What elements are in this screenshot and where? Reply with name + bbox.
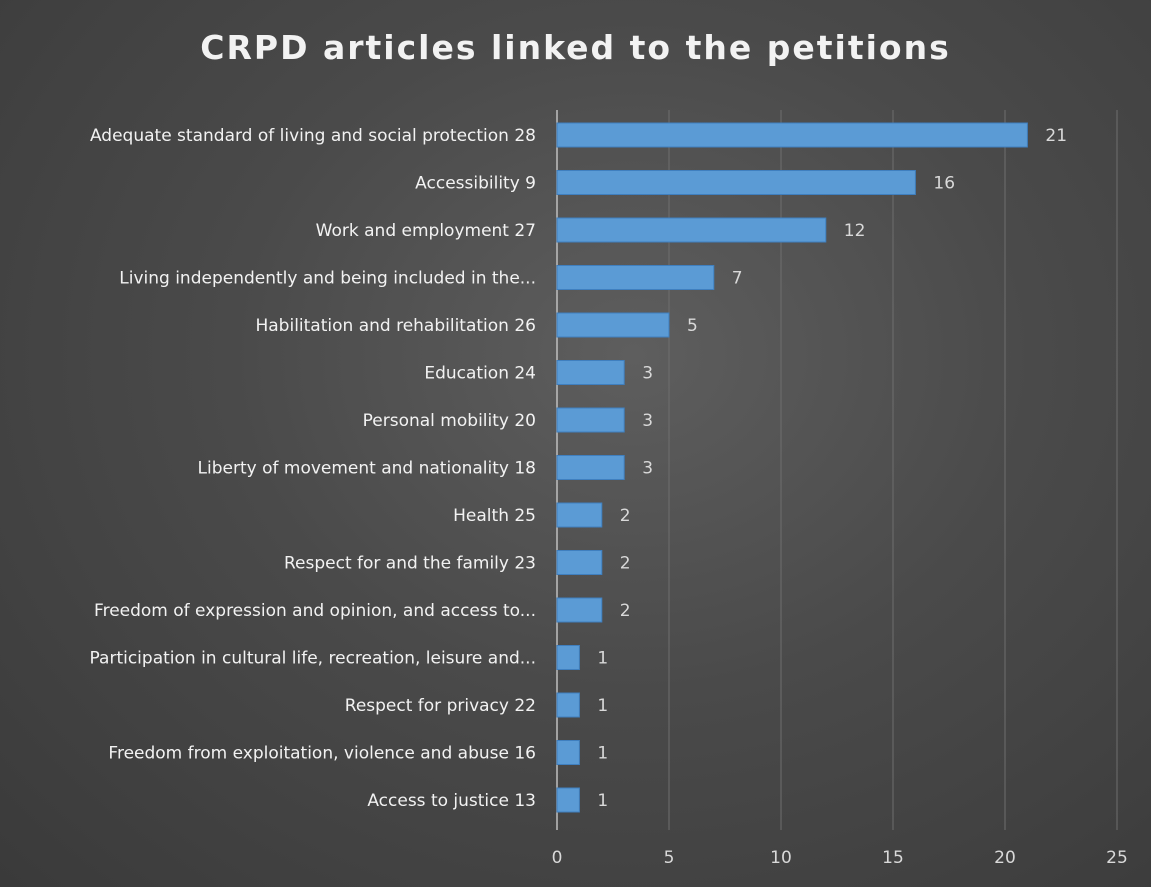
x-tick-label: 0 bbox=[552, 848, 563, 868]
bar bbox=[556, 787, 580, 813]
bar bbox=[556, 597, 603, 623]
data-label: 2 bbox=[620, 506, 631, 526]
data-label: 1 bbox=[597, 696, 608, 716]
data-label: 2 bbox=[620, 601, 631, 621]
bars bbox=[556, 122, 1028, 813]
category-label: Freedom of expression and opinion, and a… bbox=[94, 601, 536, 621]
data-label: 7 bbox=[732, 269, 743, 289]
category-label: Living independently and being included … bbox=[119, 269, 536, 289]
category-label: Liberty of movement and nationality 18 bbox=[198, 459, 536, 479]
data-label: 5 bbox=[687, 316, 698, 336]
bar bbox=[556, 407, 625, 433]
x-tick-label: 5 bbox=[664, 848, 675, 868]
bar bbox=[556, 550, 603, 575]
category-label: Access to justice 13 bbox=[367, 791, 536, 811]
data-label: 2 bbox=[620, 554, 631, 574]
bar bbox=[556, 265, 715, 290]
category-label: Freedom from exploitation, violence and … bbox=[108, 744, 536, 764]
category-label: Adequate standard of living and social p… bbox=[90, 126, 536, 146]
data-label: 3 bbox=[642, 459, 653, 479]
data-label: 1 bbox=[597, 649, 608, 669]
category-label: Work and employment 27 bbox=[316, 221, 536, 241]
data-label: 3 bbox=[642, 411, 653, 431]
data-label: 12 bbox=[844, 221, 866, 241]
bar bbox=[556, 170, 916, 195]
data-label: 1 bbox=[597, 744, 608, 764]
x-axis-ticks: 0 5 10 15 20 25 bbox=[552, 848, 1128, 868]
category-label: Respect for privacy 22 bbox=[345, 696, 536, 716]
data-label: 21 bbox=[1045, 126, 1067, 146]
bar bbox=[556, 645, 580, 670]
data-label: 1 bbox=[597, 791, 608, 811]
x-tick-label: 20 bbox=[994, 848, 1016, 868]
bar bbox=[556, 360, 625, 385]
bar bbox=[556, 122, 1028, 148]
data-label: 16 bbox=[933, 174, 955, 194]
category-label: Personal mobility 20 bbox=[363, 411, 536, 431]
category-labels: Adequate standard of living and social p… bbox=[90, 126, 536, 811]
bar bbox=[556, 740, 580, 765]
category-label: Participation in cultural life, recreati… bbox=[90, 649, 536, 669]
bar bbox=[556, 455, 625, 480]
x-tick-label: 25 bbox=[1106, 848, 1128, 868]
x-tick-label: 10 bbox=[770, 848, 792, 868]
bar bbox=[556, 217, 827, 243]
bar bbox=[556, 692, 580, 718]
bar bbox=[556, 312, 670, 338]
category-label: Education 24 bbox=[424, 364, 536, 384]
category-label: Habilitation and rehabilitation 26 bbox=[255, 316, 536, 336]
category-label: Health 25 bbox=[453, 506, 536, 526]
category-label: Accessibility 9 bbox=[415, 174, 536, 194]
category-label: Respect for and the family 23 bbox=[284, 554, 536, 574]
data-label: 3 bbox=[642, 364, 653, 384]
bar bbox=[556, 502, 603, 528]
x-tick-label: 15 bbox=[882, 848, 904, 868]
chart-title: CRPD articles linked to the petitions bbox=[200, 28, 951, 67]
